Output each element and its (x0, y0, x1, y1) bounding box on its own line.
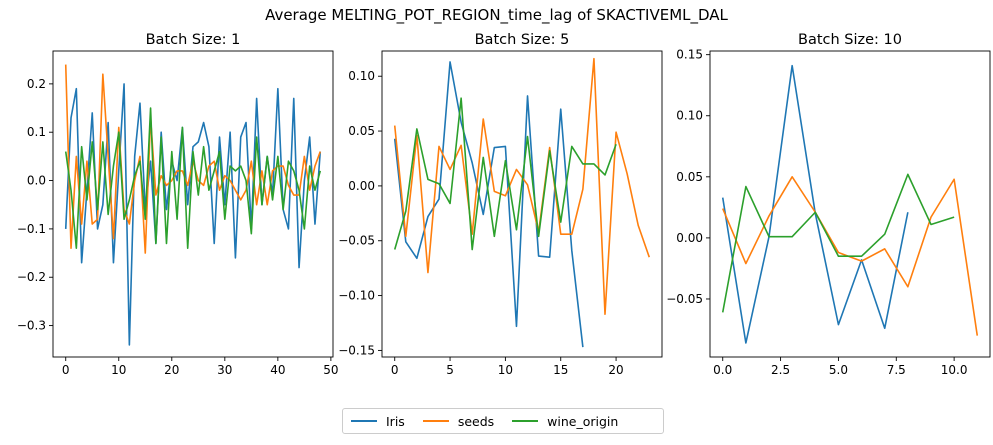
x-tick-label: 20 (608, 363, 623, 377)
x-tick-label: 7.5 (887, 363, 906, 377)
legend-label-iris: Iris (386, 413, 405, 429)
figure-title: Average MELTING_POT_REGION_time_lag of S… (265, 6, 728, 24)
series-line-iris (393, 61, 584, 348)
x-tick-label: 0.0 (713, 363, 732, 377)
y-tick-label: −0.10 (338, 289, 375, 303)
axes-frame (709, 50, 991, 358)
x-tick-label: 20 (164, 363, 179, 377)
x-tick-label: 0 (62, 363, 70, 377)
x-tick-label: 10.0 (941, 363, 968, 377)
subplot-title: Batch Size: 1 (146, 32, 241, 48)
y-tick-label: −0.15 (338, 343, 375, 357)
y-tick-label: −0.3 (17, 319, 46, 333)
x-tick-label: 15 (553, 363, 568, 377)
y-tick-label: −0.1 (17, 222, 46, 236)
legend-swatch-iris (351, 420, 377, 422)
y-tick-label: 0.2 (27, 77, 46, 91)
axes-frame (52, 50, 334, 358)
subplot-3: 0.0 2.5 5.0 7.5 10.0 −0.05 0.00 0.05 0.10 0.15 Bat… (666, 32, 991, 377)
legend-swatch-wine-origin (512, 420, 539, 422)
y-tick-label: 0.00 (348, 179, 375, 193)
y-tick-label: 0.10 (676, 109, 703, 123)
x-tick-label: 5 (446, 363, 454, 377)
series-line-wine-origin (721, 173, 955, 313)
subplot-title: Batch Size: 10 (798, 32, 902, 48)
series-line-wine-origin (64, 107, 322, 250)
y-tick-label: 0.05 (348, 124, 375, 138)
y-tick-label: 0.0 (27, 174, 46, 188)
legend-label-seeds: seeds (457, 413, 495, 429)
x-tick-label: 0 (391, 363, 399, 377)
series-line-wine-origin (393, 97, 617, 251)
y-tick-label: 0.10 (348, 69, 375, 83)
subplot-1: 0 10 20 30 40 50 −0.3 −0.2 −0.1 0.0 0.1 0.2 Batch Si… (17, 32, 339, 377)
series-line-iris (64, 83, 322, 346)
series-line-iris (721, 64, 909, 344)
axes-frame (381, 50, 663, 358)
y-tick-label: 0.15 (676, 48, 703, 62)
legend-item-iris: Iris (351, 414, 405, 429)
x-tick-label: 2.5 (771, 363, 790, 377)
y-tick-label: −0.2 (17, 270, 46, 284)
x-tick-label: 5.0 (829, 363, 848, 377)
subplot-title: Batch Size: 5 (475, 32, 570, 48)
legend-item-wine-origin: wine_origin (512, 414, 618, 429)
x-tick-label: 10 (498, 363, 513, 377)
legend-label-wine-origin: wine_origin (547, 413, 619, 429)
legend-item-seeds: seeds (422, 413, 495, 429)
x-tick-label: 10 (111, 363, 126, 377)
y-tick-label: 0.1 (27, 125, 46, 139)
legend-swatch-seeds (422, 420, 449, 422)
x-tick-label: 50 (323, 363, 338, 377)
y-tick-label: 0.00 (676, 231, 703, 245)
x-tick-label: 30 (217, 363, 232, 377)
y-tick-label: −0.05 (338, 234, 375, 248)
y-tick-label: −0.05 (666, 292, 703, 306)
subplot-2: 0 5 10 15 20 −0.15 −0.10 −0.05 0.00 0.05 0.10 Batch… (338, 32, 663, 377)
y-tick-label: 0.05 (676, 170, 703, 184)
x-tick-label: 40 (270, 363, 285, 377)
legend: Iris seeds wine_origin (342, 408, 664, 434)
